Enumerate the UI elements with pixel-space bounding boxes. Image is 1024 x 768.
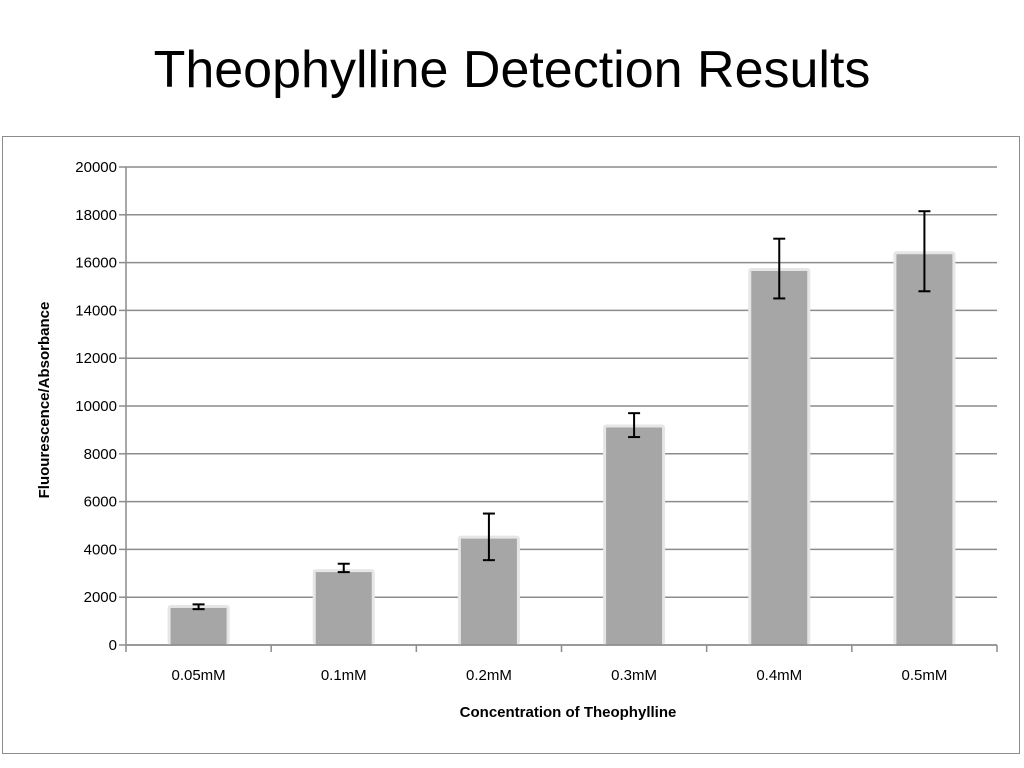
x-tick-label: 0.1mM [321, 667, 367, 684]
y-tick-label: 14000 [75, 302, 117, 319]
x-tick-labels: 0.05mM 0.1mM 0.2mM 0.3mM 0.4mM 0.5mM [171, 667, 947, 684]
x-tick-label: 0.2mM [466, 667, 512, 684]
x-tick-label: 0.4mM [756, 667, 802, 684]
bar [606, 427, 663, 645]
y-tick-label: 20000 [75, 159, 117, 176]
y-tick-label: 12000 [75, 350, 117, 367]
bar [170, 607, 227, 645]
x-tick-label: 0.5mM [901, 667, 947, 684]
gridlines [126, 166, 997, 646]
bar [315, 572, 372, 645]
x-tick-label: 0.05mM [171, 667, 225, 684]
slide-title: Theophylline Detection Results [153, 41, 871, 99]
bar [896, 254, 953, 646]
y-tick-label: 4000 [84, 541, 117, 558]
bar [751, 270, 808, 645]
y-tick-label: 16000 [75, 255, 117, 272]
y-tick-label: 8000 [84, 446, 117, 463]
y-tick-label: 6000 [84, 494, 117, 511]
y-tick-label: 18000 [75, 207, 117, 224]
bars [167, 251, 956, 646]
chart-frame [2, 136, 1020, 754]
y-tick-label: 0 [109, 637, 117, 654]
y-tick-labels: 0 2000 4000 6000 8000 10000 12000 14000 16000 180… [75, 159, 117, 654]
y-tick-label: 2000 [84, 589, 117, 606]
y-tick-label: 10000 [75, 398, 117, 415]
y-axis-title: Fluourescence/Absorbance [36, 302, 53, 499]
axes [119, 166, 998, 652]
x-tick-label: 0.3mM [611, 667, 657, 684]
x-axis-title: Concentration of Theophylline [460, 704, 677, 721]
error-bars [192, 210, 931, 611]
